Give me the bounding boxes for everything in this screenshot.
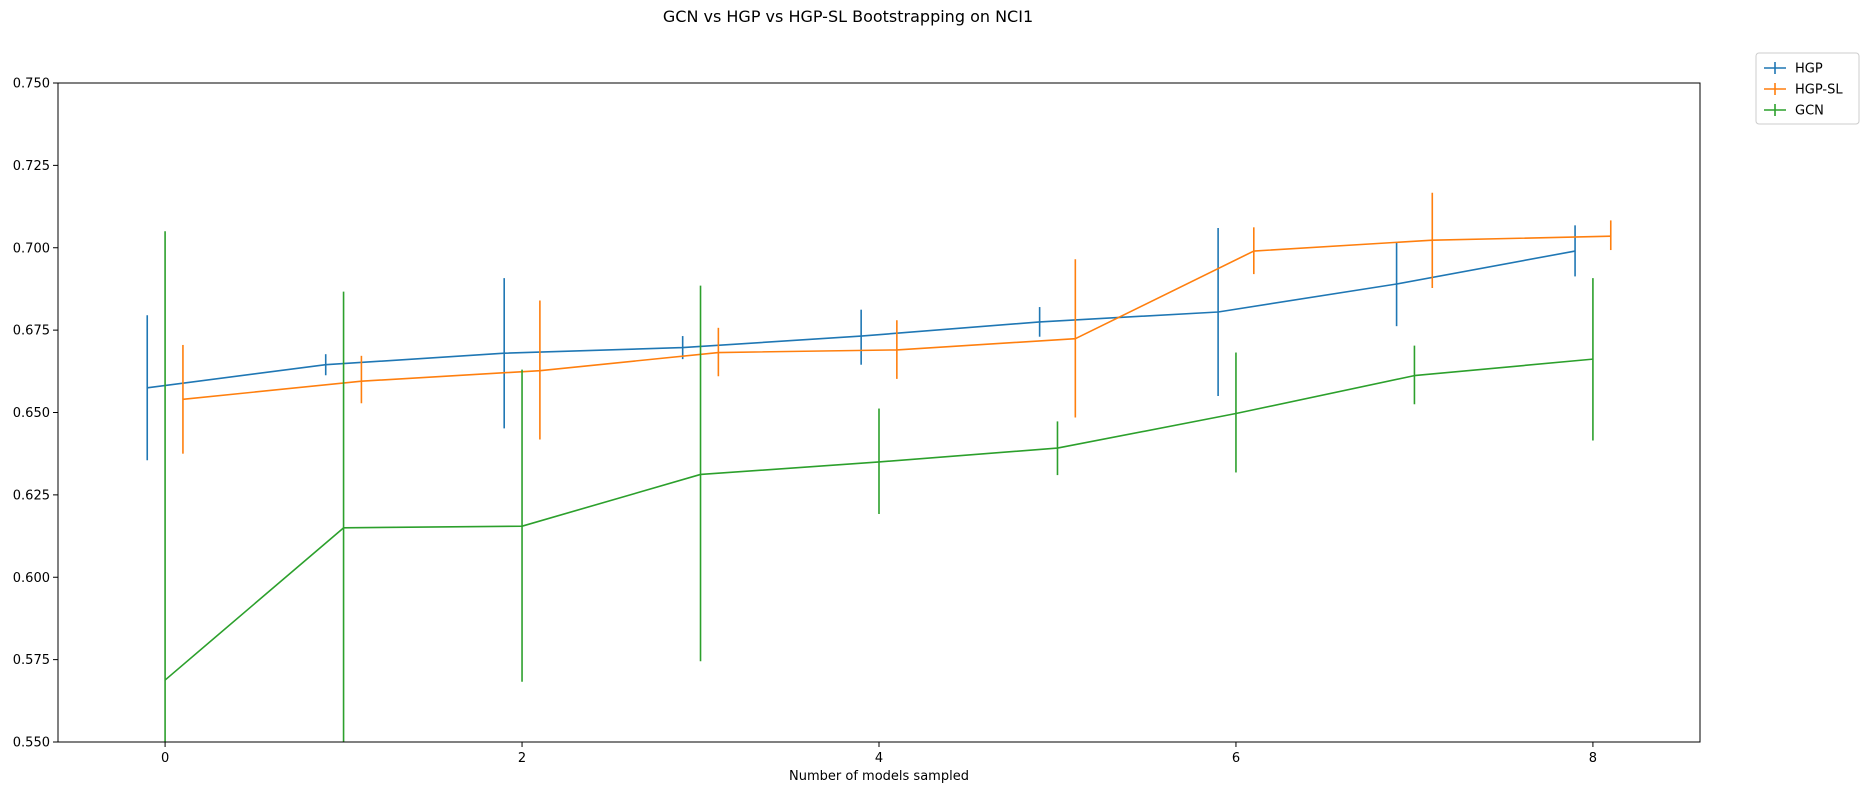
legend-item-hgp-sl: HGP-SL [1764, 83, 1843, 98]
plot-frame [57, 82, 1701, 743]
y-tick-label: 0.725 [13, 159, 50, 174]
series-hgp [146, 225, 1576, 461]
chart-title: GCN vs HGP vs HGP-SL Bootstrapping on NC… [663, 7, 1033, 26]
legend-label: GCN [1795, 104, 1824, 119]
legend-frame [1755, 52, 1860, 125]
y-tick-label: 0.550 [13, 736, 50, 751]
y-tick-label: 0.600 [13, 571, 50, 586]
plot-area [146, 192, 1612, 742]
y-tick-label: 0.575 [13, 653, 50, 668]
y-axis: 0.550 0.575 0.600 0.625 0.650 0.675 0.700 0.725… [13, 77, 58, 751]
x-axis: 0 2 4 6 8 [161, 742, 1597, 766]
y-tick-label: 0.625 [13, 488, 50, 503]
legend-item-gcn: GCN [1764, 104, 1824, 119]
y-tick-label: 0.750 [13, 77, 50, 92]
y-tick-label: 0.675 [13, 324, 50, 339]
legend-label: HGP [1795, 62, 1823, 77]
x-tick-label: 0 [161, 751, 169, 766]
legend: HGP HGP-SL GCN [1755, 52, 1860, 125]
x-axis-label: Number of models sampled [789, 769, 969, 784]
series-hgp-sl [182, 192, 1612, 454]
legend-item-hgp: HGP [1764, 62, 1823, 77]
x-tick-label: 8 [1589, 751, 1597, 766]
legend-label: HGP-SL [1795, 83, 1843, 98]
gcn-line [164, 358, 1593, 681]
y-tick-label: 0.700 [13, 241, 50, 256]
x-tick-label: 4 [875, 751, 883, 766]
series-gcn [164, 231, 1594, 742]
x-tick-label: 2 [518, 751, 526, 766]
x-tick-label: 6 [1232, 751, 1240, 766]
hgp-line [147, 250, 1576, 389]
hgp-sl-line [182, 235, 1611, 401]
y-tick-label: 0.650 [13, 406, 50, 421]
